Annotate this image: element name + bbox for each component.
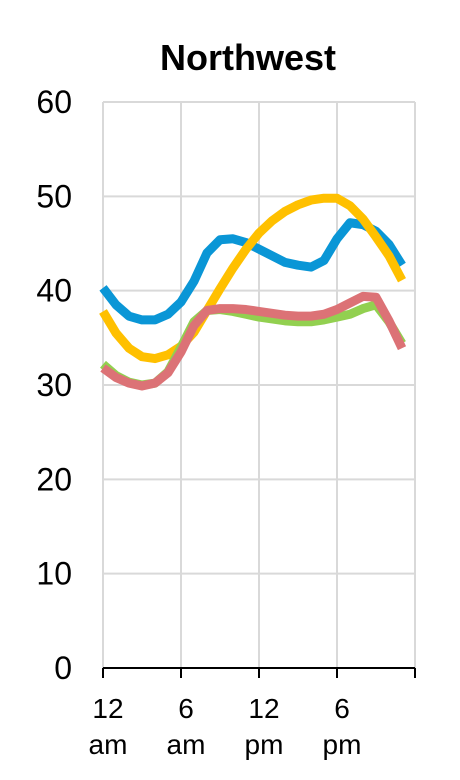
x-tick-label: pm — [323, 729, 362, 760]
x-tick-label: am — [167, 729, 206, 760]
series-line-4 — [100, 291, 407, 391]
x-tick-label: pm — [245, 729, 284, 760]
x-tick-label: 6 — [178, 693, 194, 724]
x-tick-label: 12 — [92, 693, 123, 724]
y-tick-labels: 0 10 20 30 40 50 60 — [36, 84, 72, 686]
y-tick-label: 40 — [36, 273, 72, 309]
axes — [102, 667, 416, 678]
y-tick-label: 10 — [36, 556, 72, 592]
series-lines — [99, 193, 407, 391]
x-tick-labels: 12 am 6 am 12 pm 6 pm — [89, 693, 362, 760]
y-tick-label: 60 — [36, 84, 72, 120]
x-tick-label: am — [89, 729, 128, 760]
chart-title: Northwest — [160, 37, 336, 78]
x-tick-label: 12 — [248, 693, 279, 724]
y-tick-label: 30 — [36, 367, 72, 403]
y-tick-label: 0 — [54, 650, 72, 686]
y-tick-label: 50 — [36, 178, 72, 214]
series-line-2 — [99, 193, 406, 364]
y-tick-label: 20 — [36, 461, 72, 497]
x-tick-label: 6 — [334, 693, 350, 724]
